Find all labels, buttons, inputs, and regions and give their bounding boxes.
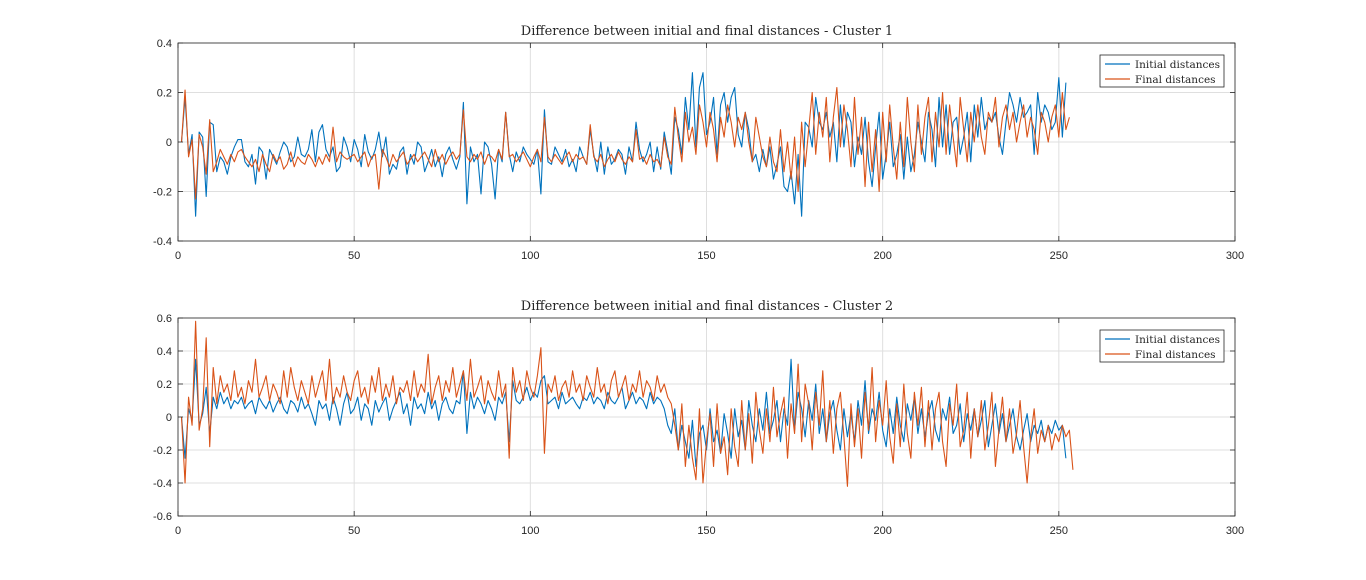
chart-cluster-1: Difference between initial and final dis…: [153, 24, 1244, 262]
y-tick-label: 0.4: [157, 346, 172, 358]
y-tick-label: 0: [166, 137, 172, 149]
x-tick-label: 150: [697, 525, 715, 537]
legend-box: [1099, 329, 1225, 363]
legend-entry: Final distances: [1135, 74, 1216, 86]
x-tick-label: 250: [1050, 250, 1068, 262]
chart-cluster-2: Difference between initial and final dis…: [153, 299, 1244, 537]
series-line-final: [180, 87, 1070, 200]
y-tick-label: 0.2: [157, 88, 172, 100]
legend-entry: Initial distances: [1135, 59, 1220, 71]
y-tick-label: -0.6: [153, 511, 172, 523]
x-tick-label: 0: [175, 250, 181, 262]
legend-box: [1099, 54, 1225, 88]
x-tick-label: 50: [348, 250, 360, 262]
legend-entry: Final distances: [1135, 349, 1216, 361]
x-tick-label: 0: [175, 525, 181, 537]
x-tick-label: 200: [873, 525, 891, 537]
y-tick-label: -0.4: [153, 478, 172, 490]
legend: Initial distances Final distances: [1099, 329, 1225, 363]
y-tick-label: -0.2: [153, 445, 172, 457]
x-tick-label: 300: [1226, 525, 1244, 537]
y-tick-label: 0.4: [157, 38, 172, 50]
y-tick-label: 0: [166, 412, 172, 424]
x-tick-label: 100: [521, 250, 539, 262]
series-line-final: [180, 320, 1074, 487]
x-tick-label: 300: [1226, 250, 1244, 262]
legend: Initial distances Final distances: [1099, 54, 1225, 88]
chart-title: Difference between initial and final dis…: [521, 24, 893, 39]
y-tick-label: -0.2: [153, 187, 172, 199]
y-tick-label: -0.4: [153, 236, 172, 248]
chart-title: Difference between initial and final dis…: [521, 299, 893, 314]
x-tick-label: 150: [697, 250, 715, 262]
x-tick-label: 100: [521, 525, 539, 537]
x-tick-label: 50: [348, 525, 360, 537]
x-tick-label: 200: [873, 250, 891, 262]
x-tick-label: 250: [1050, 525, 1068, 537]
series-line-initial: [180, 358, 1067, 468]
y-tick-label: 0.2: [157, 379, 172, 391]
series-line-initial: [180, 72, 1067, 217]
legend-entry: Initial distances: [1135, 334, 1220, 346]
y-tick-label: 0.6: [157, 313, 172, 325]
